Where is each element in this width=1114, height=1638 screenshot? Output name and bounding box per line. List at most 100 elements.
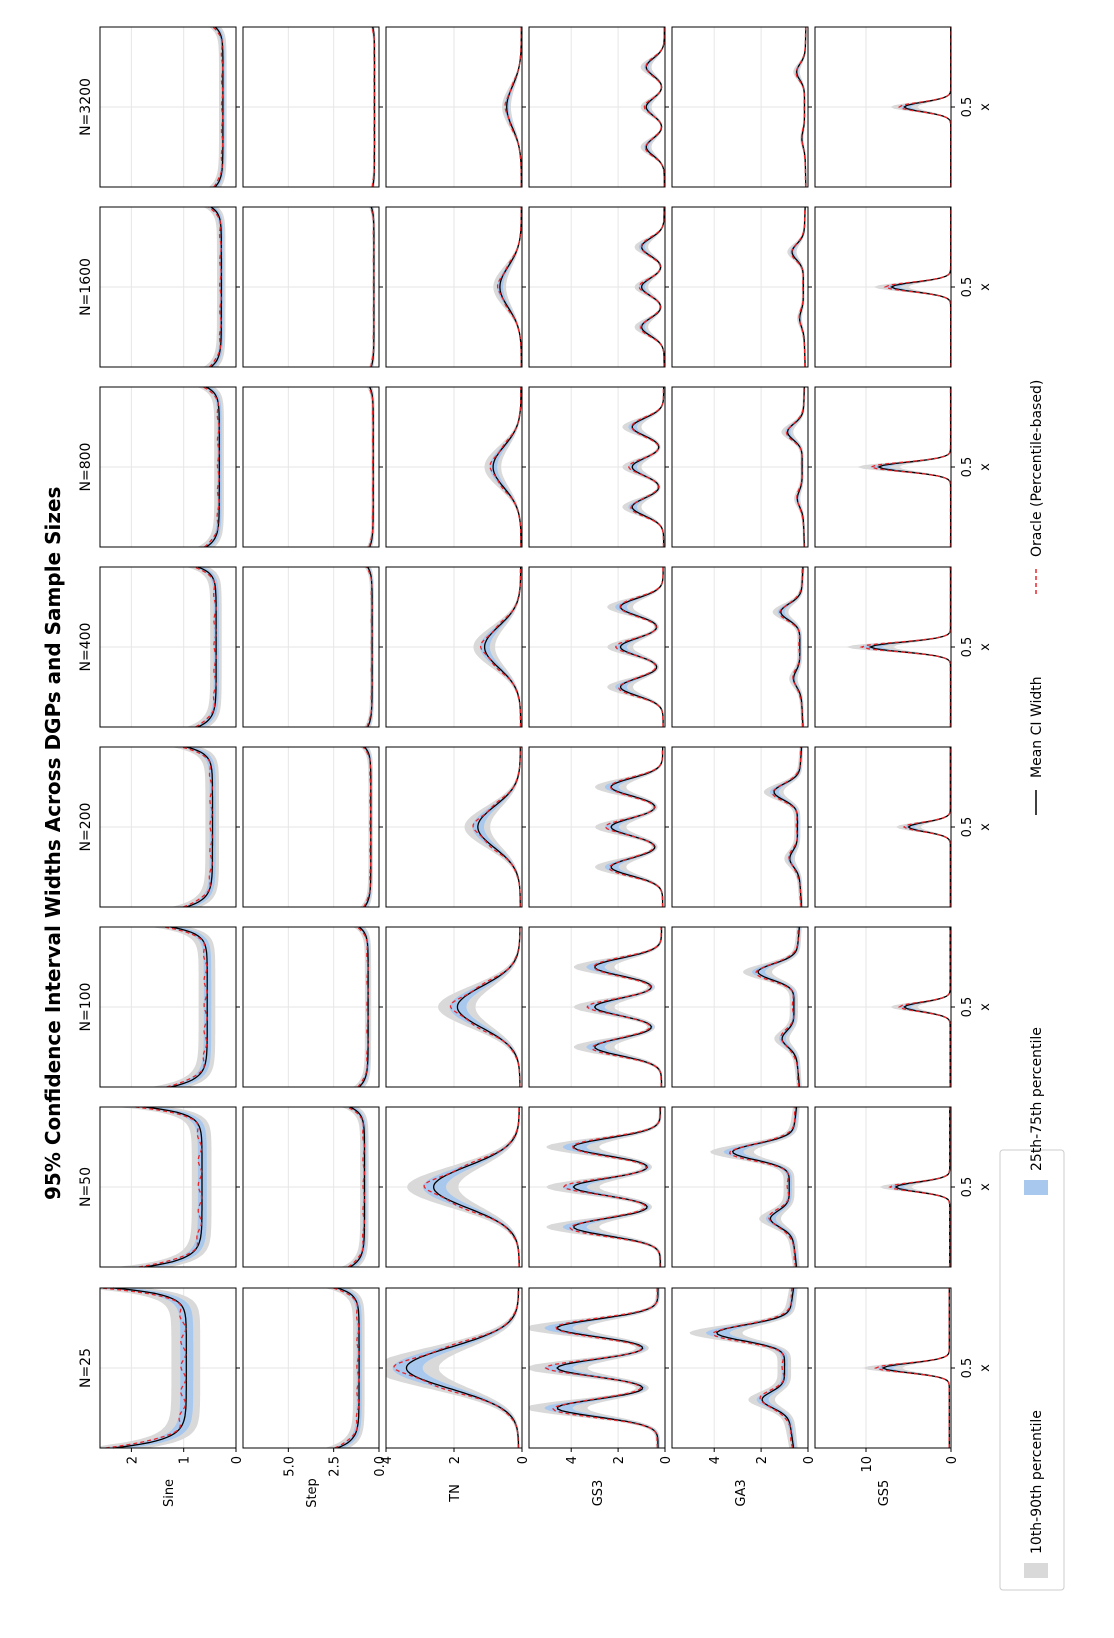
band-25-75	[586, 927, 662, 1087]
y-tick-label: 0	[659, 1456, 674, 1464]
y-tick-label: 0	[230, 1456, 245, 1464]
row-label-ga3: GA3	[734, 1479, 749, 1506]
panel-tn-n100	[385, 926, 526, 1088]
oracle-line	[202, 386, 220, 548]
panel-tn-n400	[385, 566, 526, 728]
x-tick-label: 0.5	[960, 817, 975, 838]
band-25-75	[604, 747, 663, 907]
panel-ga3-n1600	[671, 206, 812, 368]
x-tick-label: 0.5	[960, 997, 975, 1018]
panel-tn-n50	[385, 1106, 526, 1268]
oracle-line	[771, 746, 802, 908]
mean-line	[715, 1287, 795, 1449]
band-10-90	[151, 927, 216, 1087]
oracle-line	[627, 386, 665, 547]
panel-tn-n200	[385, 746, 526, 908]
mean-line	[456, 927, 521, 1087]
panel-tn-n25: 0 2 4 TN	[380, 1287, 531, 1503]
panel-tn-n1600	[385, 206, 526, 368]
oracle-line	[101, 1287, 187, 1449]
mean-line	[358, 926, 369, 1088]
y-tick-label: 5.0	[282, 1456, 297, 1477]
oracle-line	[755, 926, 800, 1088]
oracle-line	[423, 1106, 520, 1268]
band-25-75	[489, 387, 522, 547]
mean-line	[773, 746, 803, 908]
panel-ga3-n3200	[671, 26, 812, 188]
legend-entry-band90: 10th-90th percentile	[1024, 1410, 1048, 1578]
band-10-90	[100, 1288, 201, 1448]
panel-tn-n800	[385, 386, 526, 548]
oracle-line	[790, 206, 806, 368]
mean-line	[214, 26, 224, 188]
oracle-line	[368, 386, 374, 548]
panel-gs5-n800: 0.5 x	[814, 386, 993, 548]
oracle-line	[586, 927, 662, 1088]
panel-gs5-n400: 0.5 x	[814, 566, 993, 728]
legend-label-oracle: Oracle (Percentile-based)	[1029, 380, 1045, 557]
panel-sine-n200: N=200	[78, 746, 240, 908]
panel-gs3-n400	[528, 566, 669, 728]
band-25-75	[628, 387, 664, 547]
mean-line	[170, 926, 208, 1088]
x-tick-label: 0.5	[960, 277, 975, 298]
mean-line	[363, 746, 372, 908]
mean-line	[197, 566, 217, 728]
mean-line	[786, 386, 806, 548]
panel-ga3-n100	[671, 926, 812, 1088]
y-tick-label: 4	[380, 1456, 395, 1464]
oracle-line	[888, 1107, 951, 1267]
panel-ga3-n200	[671, 746, 812, 908]
panel-gs3-n50	[528, 1106, 669, 1268]
panel-sine-n3200: N=3200	[78, 26, 240, 188]
x-axis-label: x	[978, 283, 993, 291]
col-label-n400: N=400	[78, 623, 94, 672]
oracle-line	[562, 1106, 661, 1268]
mean-line	[367, 566, 373, 728]
panel-sine-n800: N=800	[78, 386, 240, 548]
x-axis-label: x	[978, 463, 993, 471]
x-axis-label: x	[978, 103, 993, 111]
mean-line	[186, 746, 214, 908]
band-10-90	[353, 927, 372, 1087]
band-25-75	[860, 567, 951, 727]
oracle-line	[859, 567, 952, 728]
mean-line	[894, 1107, 951, 1267]
band-25-75	[332, 1288, 362, 1448]
oracle-line	[193, 566, 217, 728]
x-axis-label: x	[978, 643, 993, 651]
panel-step-n50	[242, 1106, 383, 1268]
mean-line	[113, 1287, 187, 1449]
col-label-n25: N=25	[78, 1348, 94, 1388]
panel-gs3-n3200	[528, 26, 669, 188]
mean-line	[349, 1106, 366, 1268]
mean-line	[432, 1107, 520, 1267]
band-25-75	[100, 1288, 194, 1448]
x-tick-label: 0.5	[960, 1358, 975, 1379]
oracle-line	[449, 927, 521, 1088]
band-25-75	[874, 1288, 950, 1448]
mean-line	[492, 387, 522, 547]
x-tick-label: 0.5	[960, 1177, 975, 1198]
oracle-line	[604, 747, 664, 907]
panel-sine-n25: 0 1 2 Sine N=25	[78, 1287, 245, 1507]
oracle-line	[346, 1106, 365, 1268]
band-25-75	[497, 207, 522, 367]
band-25-75	[889, 1107, 950, 1267]
y-tick-label: 2.5	[328, 1456, 343, 1477]
oracle-line	[897, 927, 951, 1087]
band-25-75	[472, 747, 521, 907]
band-10-90	[341, 1107, 369, 1267]
plot-grid: 0 1 2 Sine N=25 N=50 N=100 N=200 N=400 N=800 N=160…	[78, 26, 993, 1508]
panel-step-n3200	[242, 26, 383, 188]
y-tick-label: 0	[945, 1456, 960, 1464]
panel-gs3-n100	[528, 926, 669, 1088]
oracle-line	[902, 746, 951, 907]
y-tick-label: 10	[860, 1456, 875, 1473]
band-25-75	[544, 1288, 659, 1448]
band-25-75	[162, 927, 212, 1087]
y-tick-label: 1	[178, 1456, 193, 1464]
band-25-75	[449, 927, 521, 1087]
oracle-line	[212, 26, 224, 188]
row-label-step: Step	[305, 1478, 320, 1508]
